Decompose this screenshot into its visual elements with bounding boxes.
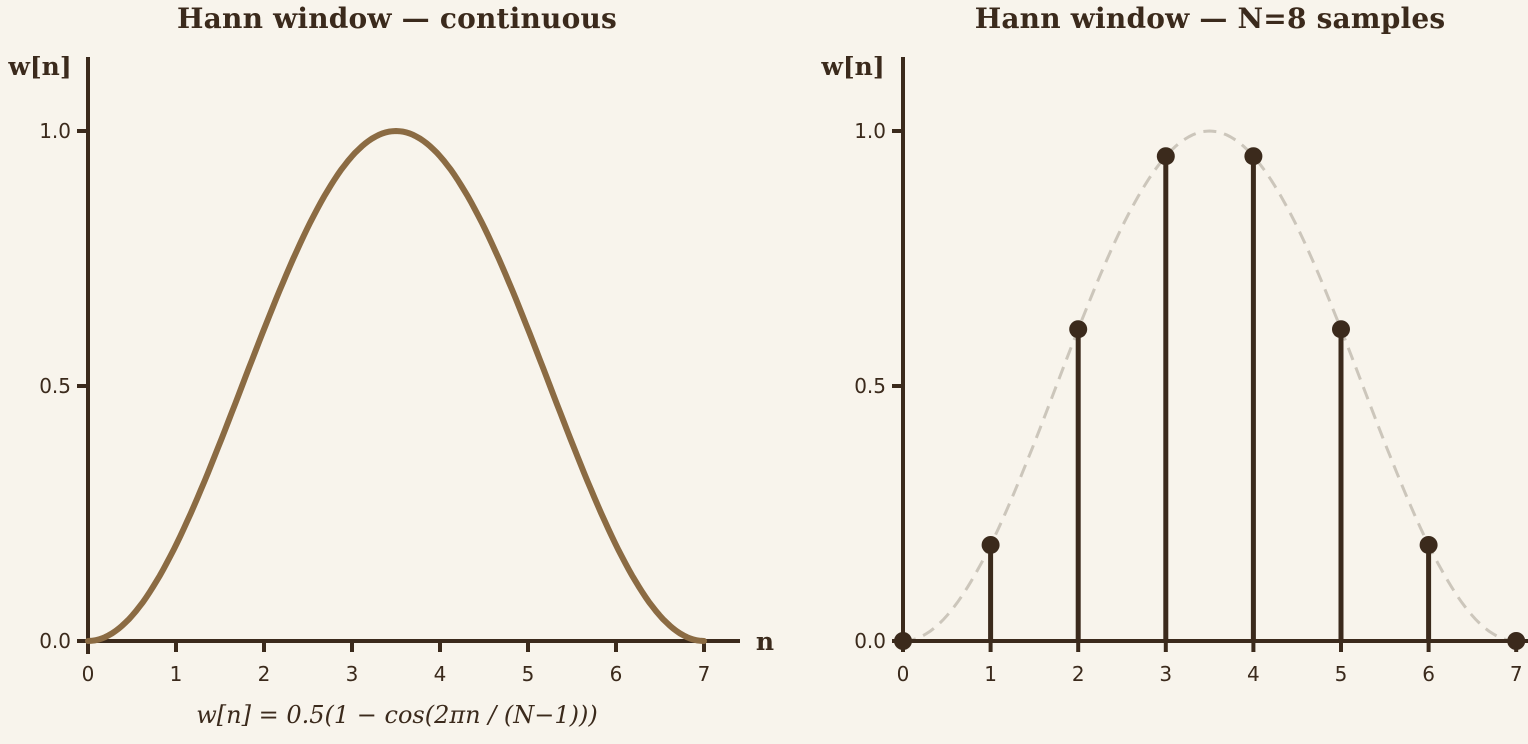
samples-chart-x-tick-label: 5 xyxy=(1335,662,1348,686)
samples-chart-ylabel: w[n] xyxy=(820,52,884,81)
stem-dot xyxy=(1156,147,1175,166)
continuous-chart-x-tick-label: 6 xyxy=(610,662,623,686)
samples-chart-x-tick-label: 6 xyxy=(1422,662,1435,686)
stem-dot xyxy=(1332,320,1350,339)
continuous-chart-x-tick-label: 3 xyxy=(346,662,359,686)
hann-envelope-dashed xyxy=(902,129,1517,643)
samples-chart-x-tick-label: 2 xyxy=(1072,662,1085,686)
continuous-chart-x-tick-label: 7 xyxy=(698,662,711,686)
continuous-chart-ylabel: w[n] xyxy=(7,52,71,81)
continuous-chart-y-tick-label: 0.5 xyxy=(39,374,71,398)
stem-dot xyxy=(1507,632,1526,650)
stem-dot xyxy=(894,632,912,650)
continuous-chart-x-tick-label: 1 xyxy=(170,662,183,686)
stem-dot xyxy=(1419,535,1438,554)
right-chart-title: Hann window — N=8 samples xyxy=(974,2,1446,35)
left-chart-title: Hann window — continuous xyxy=(177,2,617,35)
samples-chart-y-tick-label: 0.0 xyxy=(854,629,886,653)
samples-chart-x-tick-label: 7 xyxy=(1510,662,1523,686)
continuous-chart-y-tick-label: 1.0 xyxy=(39,119,71,143)
samples-chart-x-tick-label: 0 xyxy=(897,662,910,686)
samples-chart-x-tick-label: 3 xyxy=(1159,662,1172,686)
hann-curve xyxy=(85,127,707,644)
continuous-chart-xlabel: n xyxy=(756,627,774,656)
samples-chart-x-tick-label: 1 xyxy=(984,662,997,686)
samples-chart-y-tick-label: 0.5 xyxy=(854,374,886,398)
continuous-chart-x-tick-label: 2 xyxy=(258,662,271,686)
continuous-chart-x-tick-label: 4 xyxy=(434,662,447,686)
stem-dot xyxy=(1244,147,1263,166)
stem-dot xyxy=(981,535,1000,554)
continuous-chart-x-tick-label: 5 xyxy=(522,662,535,686)
continuous-chart-x-tick-label: 0 xyxy=(82,662,95,686)
continuous-chart-y-tick-label: 0.0 xyxy=(39,629,71,653)
formula-caption: w[n] = 0.5(1 − cos(2πn / (N−1))) xyxy=(196,701,598,729)
samples-chart-x-tick-label: 4 xyxy=(1247,662,1260,686)
samples-chart-y-tick-label: 1.0 xyxy=(854,119,886,143)
stem-dot xyxy=(1069,320,1088,339)
